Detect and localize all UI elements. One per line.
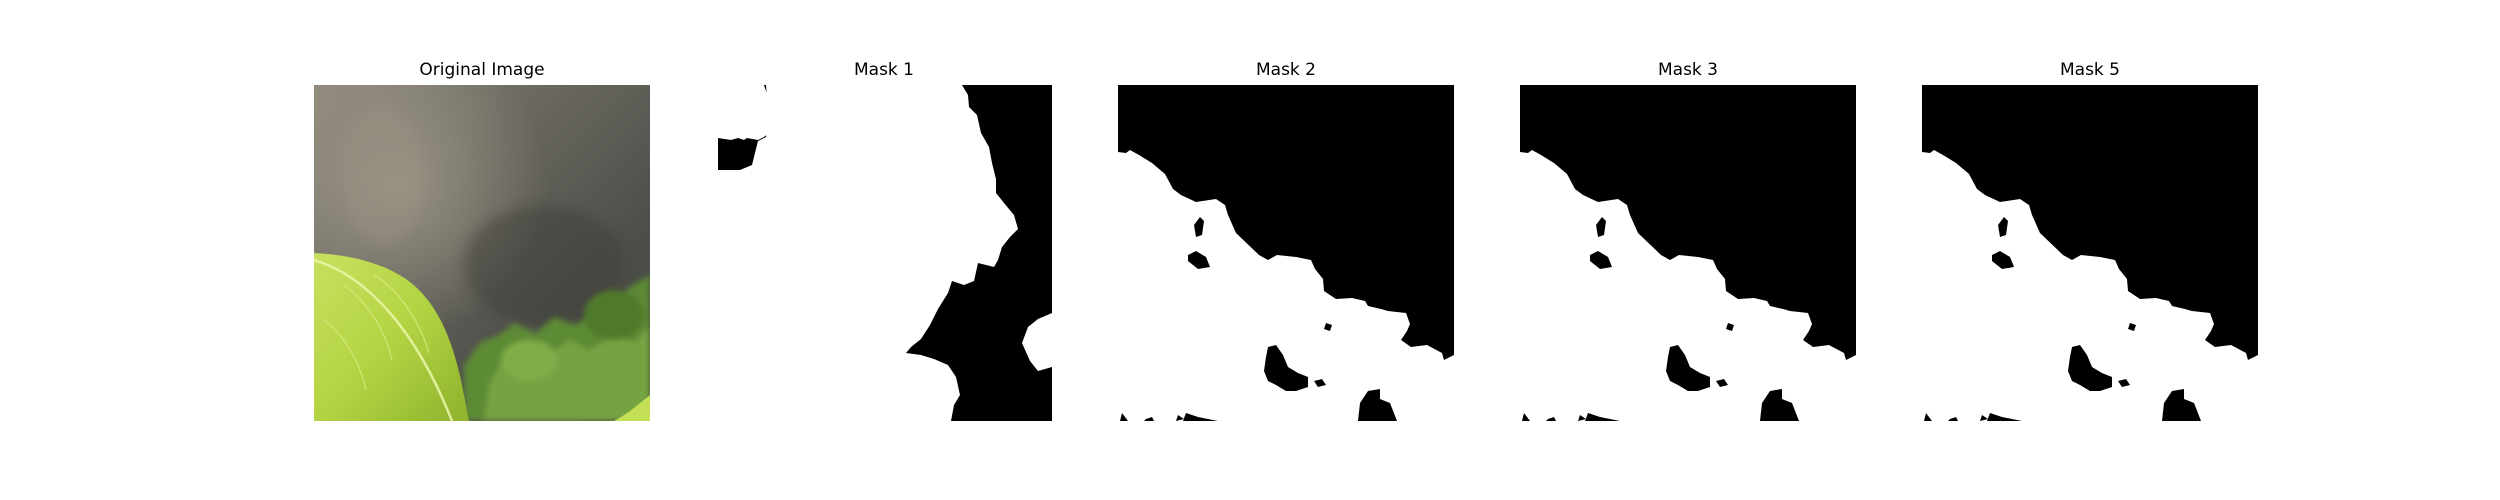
mask-5-image	[1922, 85, 2258, 421]
panel-title: Original Image	[419, 60, 545, 80]
panel-mask-3: Mask 3	[1520, 0, 1856, 430]
mask-2-image	[1118, 85, 1454, 421]
panel-mask-5: Mask 5	[1922, 0, 2258, 430]
panel-title: Mask 2	[1255, 60, 1316, 80]
panel-title: Mask 1	[853, 60, 914, 80]
mask-1-image	[716, 85, 1052, 421]
mask-3-image	[1520, 85, 1856, 421]
panel-original-image: Original Image	[314, 0, 650, 430]
panel-mask-2: Mask 2	[1118, 0, 1454, 430]
original-image	[314, 85, 650, 421]
panel-mask-1: Mask 1	[716, 0, 1052, 430]
panel-title: Mask 3	[1657, 60, 1718, 80]
panel-title: Mask 5	[2059, 60, 2120, 80]
